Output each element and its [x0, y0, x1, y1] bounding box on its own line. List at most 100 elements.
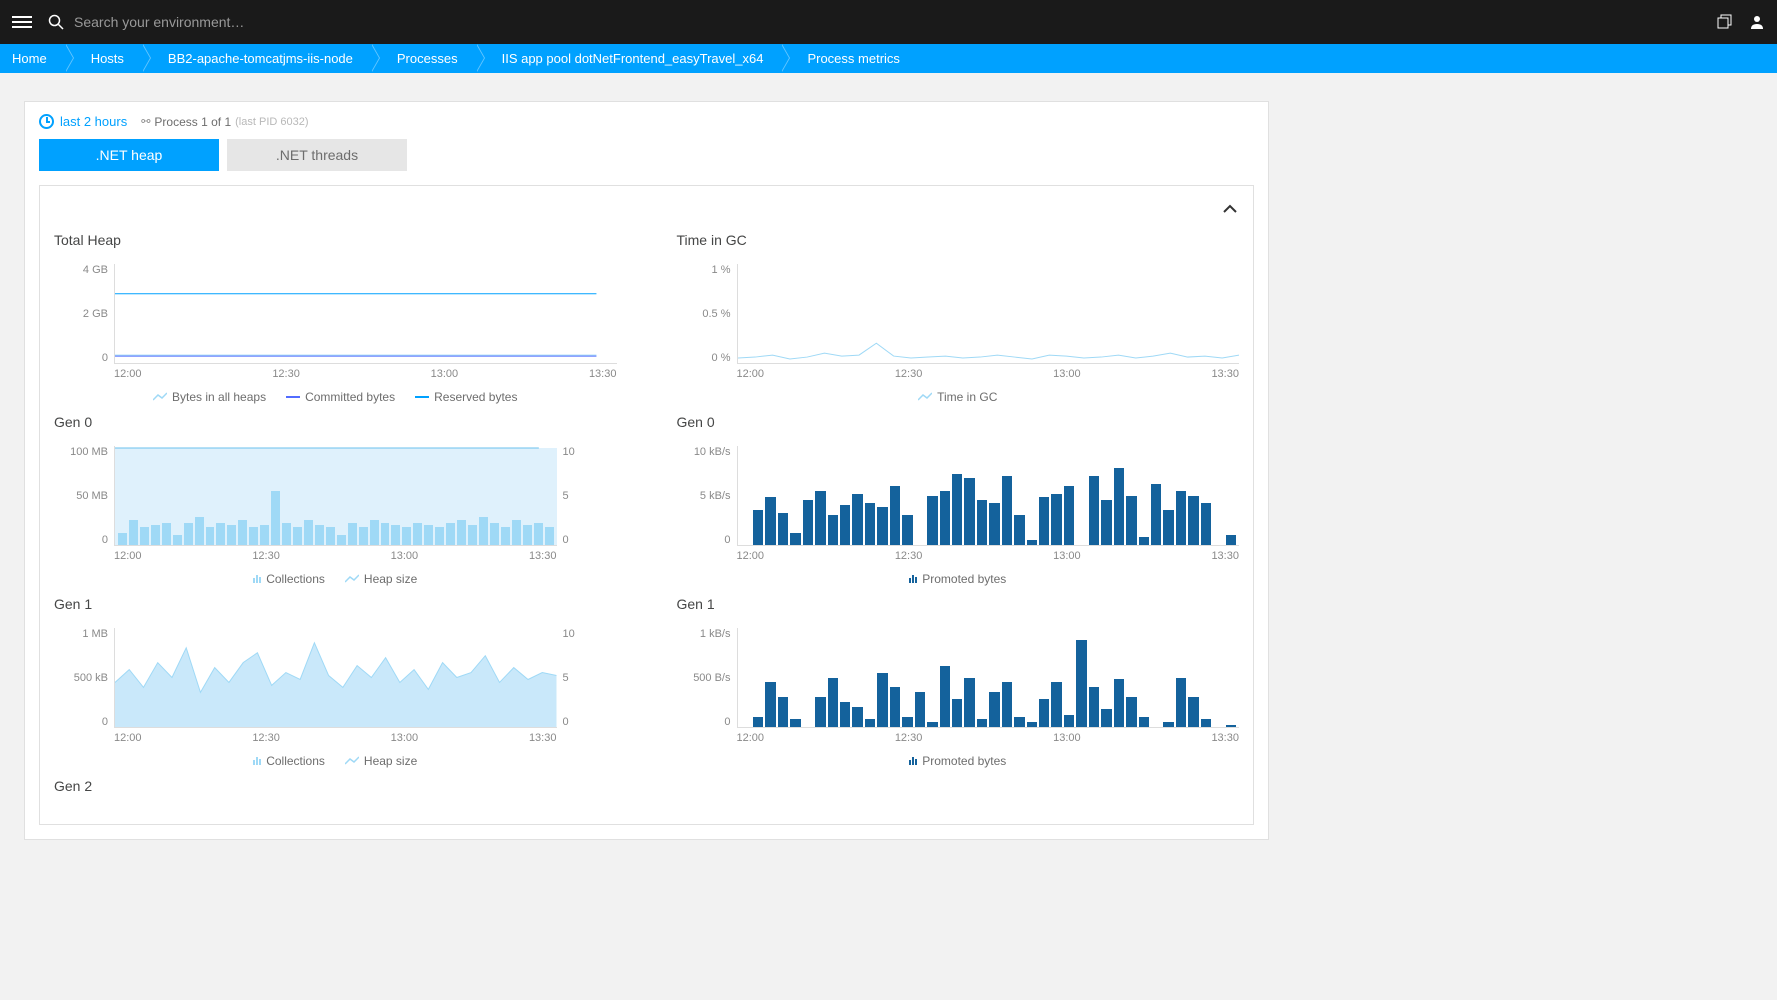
- link-icon: ⚯: [141, 115, 150, 128]
- plot[interactable]: [737, 264, 1240, 364]
- line-icon: [345, 574, 359, 584]
- line-icon: [153, 392, 167, 402]
- header-right: [1717, 14, 1765, 30]
- chart-area: 1 % 0.5 % 0 %: [677, 264, 1240, 364]
- legend-label: Reserved bytes: [434, 390, 517, 404]
- collapse-icon[interactable]: [1221, 200, 1239, 224]
- chart-title: Gen 0: [677, 414, 1240, 430]
- bars-icon: [253, 757, 261, 765]
- y-axis-left: 1 % 0.5 % 0 %: [677, 264, 737, 364]
- legend-item: Heap size: [345, 572, 417, 586]
- legend: Collections Heap size: [54, 754, 617, 768]
- breadcrumb-process[interactable]: IIS app pool dotNetFrontend_easyTravel_x…: [476, 44, 782, 73]
- legend: Promoted bytes: [677, 572, 1240, 586]
- process-count: ⚯ Process 1 of 1 (last PID 6032): [141, 115, 308, 129]
- chart-title: Gen 1: [54, 596, 617, 612]
- y-axis-right: 10 5 0: [557, 628, 617, 728]
- chart-gen0-promoted: Gen 0 10 kB/s 5 kB/s 0 12:00 12:30 13:00…: [677, 414, 1240, 586]
- chart-gen1-promoted: Gen 1 1 kB/s 500 B/s 0 12:00 12:30 13:00…: [677, 596, 1240, 768]
- chart-title: Gen 2: [54, 778, 617, 794]
- chart-total-heap: Total Heap 4 GB 2 GB 0 12:00 12:30 13:00…: [54, 232, 617, 404]
- timeframe-label: last 2 hours: [60, 114, 127, 129]
- x-axis: 12:00 12:30 13:00 13:30: [737, 368, 1240, 380]
- chart-grid: Total Heap 4 GB 2 GB 0 12:00 12:30 13:00…: [54, 232, 1239, 810]
- plot[interactable]: [737, 446, 1240, 546]
- hamburger-menu-icon[interactable]: [12, 16, 32, 28]
- search-input[interactable]: [74, 14, 374, 30]
- chart-gen0-collections: Gen 0 100 MB 50 MB 0 10 5 0 12:00: [54, 414, 617, 586]
- legend: Time in GC: [677, 390, 1240, 404]
- chart-time-gc: Time in GC 1 % 0.5 % 0 % 12:00 12:30 13:…: [677, 232, 1240, 404]
- main-panel: last 2 hours ⚯ Process 1 of 1 (last PID …: [24, 101, 1269, 840]
- plot[interactable]: [737, 628, 1240, 728]
- process-pid: (last PID 6032): [235, 116, 308, 128]
- y-axis-left: 1 kB/s 500 B/s 0: [677, 628, 737, 728]
- search-icon: [48, 14, 64, 30]
- legend-label: Promoted bytes: [922, 572, 1006, 586]
- legend-label: Promoted bytes: [922, 754, 1006, 768]
- bars-icon: [253, 575, 261, 583]
- y-axis-left: 4 GB 2 GB 0: [54, 264, 114, 364]
- legend: Collections Heap size: [54, 572, 617, 586]
- legend: Promoted bytes: [677, 754, 1240, 768]
- chart-title: Gen 1: [677, 596, 1240, 612]
- chart-title: Total Heap: [54, 232, 617, 248]
- breadcrumb-host[interactable]: BB2-apache-tomcatjms-iis-node: [142, 44, 371, 73]
- breadcrumb: Home Hosts BB2-apache-tomcatjms-iis-node…: [0, 44, 1777, 73]
- x-axis: 12:00 12:30 13:00 13:30: [737, 732, 1240, 744]
- legend-item: Reserved bytes: [415, 390, 517, 404]
- tab-net-threads[interactable]: .NET threads: [227, 139, 407, 171]
- legend-label: Heap size: [364, 754, 417, 768]
- legend-item: Time in GC: [918, 390, 997, 404]
- chart-area: 4 GB 2 GB 0: [54, 264, 617, 364]
- chart-area: 100 MB 50 MB 0 10 5 0: [54, 446, 617, 546]
- y-axis-left: 1 MB 500 kB 0: [54, 628, 114, 728]
- plot[interactable]: [114, 628, 557, 728]
- line-icon: [345, 756, 359, 766]
- chart-title: Gen 0: [54, 414, 617, 430]
- x-axis: 12:00 12:30 13:00 13:30: [114, 732, 557, 744]
- plot[interactable]: [114, 446, 557, 546]
- plot[interactable]: [114, 264, 617, 364]
- chart-area: 1 MB 500 kB 0 10 5 0: [54, 628, 617, 728]
- chart-gen2: Gen 2: [54, 778, 617, 810]
- legend-item: Promoted bytes: [909, 754, 1006, 768]
- line-icon: [415, 396, 429, 398]
- legend-label: Collections: [266, 754, 325, 768]
- breadcrumb-processes[interactable]: Processes: [371, 44, 476, 73]
- bars-icon: [909, 575, 917, 583]
- legend-item: Collections: [253, 754, 325, 768]
- user-icon[interactable]: [1749, 14, 1765, 30]
- x-axis: 12:00 12:30 13:00 13:30: [114, 368, 617, 380]
- y-axis-left: 10 kB/s 5 kB/s 0: [677, 446, 737, 546]
- line-icon: [918, 392, 932, 402]
- y-axis-left: 100 MB 50 MB 0: [54, 446, 114, 546]
- tab-row: .NET heap .NET threads: [25, 139, 1268, 185]
- legend-label: Bytes in all heaps: [172, 390, 266, 404]
- chart-area: 1 kB/s 500 B/s 0: [677, 628, 1240, 728]
- chart-area: 10 kB/s 5 kB/s 0: [677, 446, 1240, 546]
- breadcrumb-metrics[interactable]: Process metrics: [781, 44, 917, 73]
- legend-item: Promoted bytes: [909, 572, 1006, 586]
- breadcrumb-home[interactable]: Home: [0, 44, 65, 73]
- breadcrumb-hosts[interactable]: Hosts: [65, 44, 142, 73]
- top-header: [0, 0, 1777, 44]
- legend: Bytes in all heaps Committed bytes Reserve…: [54, 390, 617, 404]
- legend-label: Committed bytes: [305, 390, 395, 404]
- chart-title: Time in GC: [677, 232, 1240, 248]
- line-icon: [286, 396, 300, 398]
- process-count-label: Process 1 of 1: [154, 115, 231, 129]
- legend-item: Collections: [253, 572, 325, 586]
- bars-icon: [909, 757, 917, 765]
- tab-net-heap[interactable]: .NET heap: [39, 139, 219, 171]
- charts-panel: Total Heap 4 GB 2 GB 0 12:00 12:30 13:00…: [39, 185, 1254, 825]
- legend-item: Bytes in all heaps: [153, 390, 266, 404]
- clock-icon: [39, 114, 54, 129]
- legend-item: Committed bytes: [286, 390, 395, 404]
- timeframe-selector[interactable]: last 2 hours: [39, 114, 127, 129]
- x-axis: 12:00 12:30 13:00 13:30: [737, 550, 1240, 562]
- toolbar-row: last 2 hours ⚯ Process 1 of 1 (last PID …: [25, 102, 1268, 139]
- chart-gen1-collections: Gen 1 1 MB 500 kB 0 10 5 0 12:00: [54, 596, 617, 768]
- windows-icon[interactable]: [1717, 14, 1733, 30]
- search-wrap: [48, 14, 1701, 30]
